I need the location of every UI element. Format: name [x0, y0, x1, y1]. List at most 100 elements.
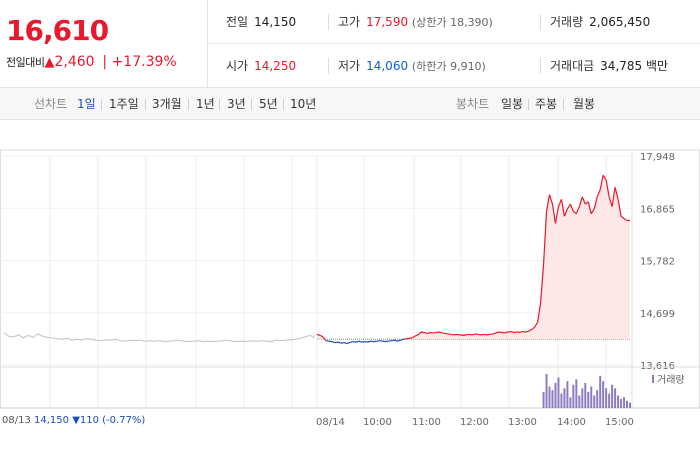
price-segment-up — [572, 210, 577, 215]
tab-candle-weekly[interactable]: 주봉 — [535, 97, 558, 111]
prev-close-value: 14,150 — [254, 15, 297, 29]
prev-change: ▼110 (-0.77%) — [72, 415, 146, 426]
price-segment-up — [602, 174, 607, 181]
price-segment-up — [611, 187, 616, 207]
volume-bar — [572, 384, 575, 408]
prev-close-price: 14,150 — [34, 415, 70, 426]
volume-cell: 거래량 2,065,450 — [550, 0, 650, 44]
high-cell: 고가 17,590 (상한가 18,390) — [338, 0, 493, 44]
volume-bar — [602, 381, 605, 408]
price-segment-up — [415, 333, 419, 337]
divider — [251, 99, 252, 110]
tab-period-5y[interactable]: 5년 — [259, 97, 278, 111]
divider — [101, 99, 102, 110]
price-segment-up — [587, 201, 592, 214]
tab-candle-daily[interactable]: 일봉 — [501, 97, 524, 111]
price-change-row: 전일대비▲2,460 | +17.39% — [6, 54, 177, 70]
price-segment-up — [551, 204, 557, 224]
prev-day-summary: 08/13 14,150 ▼110 (-0.77%) — [2, 415, 145, 426]
divider — [283, 99, 284, 110]
volume-bar — [566, 381, 569, 408]
price-segment-up — [569, 203, 574, 212]
price-segment-up — [504, 331, 508, 334]
price-segment-up — [510, 330, 514, 334]
volume-legend-label: 거래량 — [657, 374, 685, 386]
y-tick-label: 14,699 — [640, 309, 675, 320]
tab-candle-chart[interactable]: 봉차트 — [456, 97, 490, 111]
volume-bar — [599, 375, 602, 408]
price-segment-up — [492, 332, 497, 335]
change-rate-value: +17.39% — [111, 54, 177, 70]
x-tick-label: 10:00 — [363, 417, 392, 428]
price-segment-up — [560, 199, 566, 217]
amount-value: 34,785 — [600, 59, 643, 73]
price-segment-up — [614, 187, 619, 200]
chart-tabbar: 선차트 1일 1주일 3개월 1년 3년 5년 10년 봉차트 일봉 주봉 월봉 — [0, 88, 700, 120]
price-segment-up — [545, 194, 551, 212]
volume-value: 2,065,450 — [589, 15, 651, 29]
price-segment-down — [355, 340, 359, 343]
amount-unit: 백만 — [646, 59, 669, 73]
price-segment-up — [319, 334, 324, 338]
price-segment-up — [471, 333, 476, 336]
tab-period-10y[interactable]: 10년 — [290, 97, 317, 111]
volume-bar — [578, 395, 581, 408]
stock-header: 16,610 전일대비▲2,460 | +17.39% 전일 14,150 고가 1… — [0, 0, 700, 88]
x-tick-label: 12:00 — [460, 417, 489, 428]
price-segment-up — [495, 331, 500, 334]
divider — [563, 99, 564, 110]
tab-period-1w[interactable]: 1주일 — [109, 97, 139, 111]
price-segment-up — [525, 330, 529, 333]
volume-bar — [611, 384, 614, 408]
price-segment-down — [337, 341, 342, 344]
price-segment-up — [548, 194, 554, 205]
y-tick-label: 16,865 — [640, 204, 675, 215]
divider — [328, 58, 329, 74]
volume-bar — [554, 382, 557, 408]
info-row-2: 시가 14,250 저가 14,060 (하한가 9,910) 거래대금 34,785… — [208, 44, 700, 88]
tab-period-3y[interactable]: 3년 — [227, 97, 246, 111]
tab-period-1y[interactable]: 1년 — [196, 97, 215, 111]
info-row-1: 전일 14,150 고가 17,590 (상한가 18,390) 거래량 2,065,… — [208, 0, 700, 44]
price-info-grid: 전일 14,150 고가 17,590 (상한가 18,390) 거래량 2,065,… — [208, 0, 700, 88]
divider — [540, 14, 541, 30]
price-segment-up — [605, 179, 610, 198]
price-segment-up — [531, 326, 535, 331]
price-segment-down — [346, 342, 350, 345]
price-segment-up — [581, 196, 586, 205]
volume-bar — [557, 377, 560, 408]
volume-bar — [593, 395, 596, 408]
change-rate: | +17.39% — [102, 54, 177, 70]
price-segment-up — [617, 199, 622, 217]
volume-bar — [551, 390, 554, 408]
divider — [188, 99, 189, 110]
price-segment-up — [316, 333, 321, 336]
price-segment-down — [358, 340, 362, 343]
price-segment-down — [331, 341, 336, 344]
change-value: 2,460 — [54, 54, 95, 70]
divider — [328, 14, 329, 30]
price-segment-up — [534, 322, 539, 328]
x-tick-label: 08/14 — [316, 417, 345, 428]
volume-bar — [587, 391, 590, 408]
tab-period-1d[interactable]: 1일 — [77, 97, 96, 111]
price-segment-up — [596, 189, 601, 198]
divider — [145, 99, 146, 110]
low-label: 저가 — [338, 59, 361, 73]
price-segment-up — [536, 302, 542, 323]
price-segment-up — [566, 203, 571, 210]
divider — [528, 99, 529, 110]
price-segment-up — [322, 336, 327, 342]
amount-label: 거래대금 — [550, 59, 595, 73]
x-tick-label: 13:00 — [508, 417, 537, 428]
tab-period-3m[interactable]: 3개월 — [152, 97, 182, 111]
price-segment-up — [575, 206, 580, 215]
volume-bar — [596, 390, 599, 408]
tab-candle-monthly[interactable]: 월봉 — [573, 97, 596, 111]
up-area-fill — [317, 175, 630, 340]
price-chart: 17,94816,86515,78214,69913,616거래량08/1308… — [0, 149, 700, 428]
x-tick-label: 14:00 — [557, 417, 586, 428]
lower-limit: (하한가 9,910) — [411, 60, 486, 73]
price-segment-up — [427, 331, 431, 335]
tab-line-chart[interactable]: 선차트 — [34, 97, 68, 111]
